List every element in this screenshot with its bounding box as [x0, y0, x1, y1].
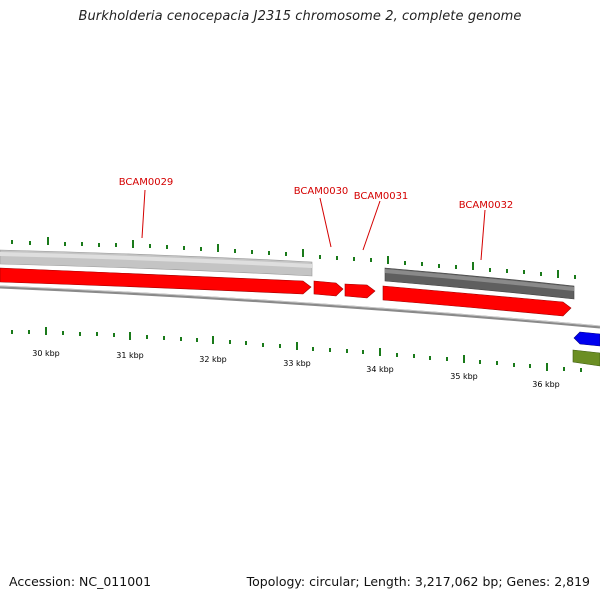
- scale-label-32kbp: 32 kbp: [199, 355, 227, 364]
- scale-label-34kbp: 34 kbp: [366, 365, 394, 374]
- feature-green[interactable]: [572, 349, 600, 367]
- gene-arrow-bcam0031[interactable]: [344, 283, 376, 299]
- map-title: Burkholderia cenocepacia J2315 chromosom…: [78, 9, 522, 24]
- scale-label-31kbp: 31 kbp: [116, 351, 144, 360]
- gene-arrow-bcam0029[interactable]: [0, 267, 312, 295]
- gene-label-bcam0032[interactable]: BCAM0032: [459, 200, 514, 211]
- scale-labels: 30 kbp 31 kbp 32 kbp 33 kbp 34 kbp 35 kb…: [32, 349, 560, 389]
- genome-backbone: [0, 285, 600, 329]
- leader-line-bcam0029: [141, 189, 146, 239]
- feature-block-dark-highlight: [385, 269, 574, 291]
- gene-labels: BCAM0029 BCAM0030 BCAM0031 BCAM0032: [119, 177, 514, 261]
- leader-line-bcam0032: [480, 209, 486, 261]
- scale-label-35kbp: 35 kbp: [450, 372, 478, 381]
- leader-line-bcam0030: [319, 197, 332, 248]
- scale-label-36kbp: 36 kbp: [532, 380, 560, 389]
- upper-tick-row: [11, 237, 576, 279]
- accession-text: Accession: NC_011001: [9, 574, 152, 589]
- lower-tick-row: [11, 327, 582, 372]
- feature-block-light-highlight: [0, 252, 312, 268]
- scale-label-30kbp: 30 kbp: [32, 349, 60, 358]
- gene-arrow-bcam0032[interactable]: [382, 285, 572, 317]
- genome-summary-text: Topology: circular; Length: 3,217,062 bp…: [246, 574, 590, 589]
- leader-line-bcam0031: [362, 200, 381, 251]
- scale-label-33kbp: 33 kbp: [283, 359, 311, 368]
- gene-label-bcam0029[interactable]: BCAM0029: [119, 177, 174, 188]
- genome-backbone-shine: [0, 285, 600, 327]
- gene-label-bcam0030[interactable]: BCAM0030: [294, 186, 349, 197]
- gene-arrow-bcam0030[interactable]: [313, 280, 344, 297]
- feature-blue-reverse[interactable]: [573, 331, 600, 347]
- gene-label-bcam0031[interactable]: BCAM0031: [354, 191, 409, 202]
